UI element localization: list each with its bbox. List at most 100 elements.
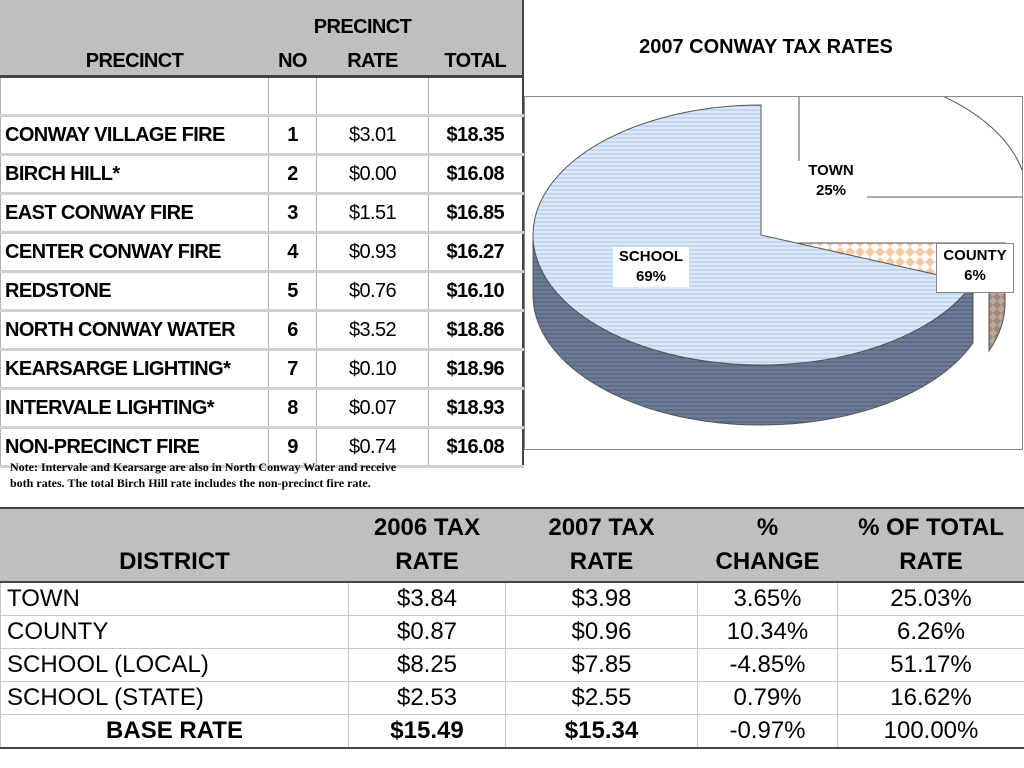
district-table-body: TOWN $3.84 $3.98 3.65% 25.03% COUNTY $0.87 $0.9… — [0, 581, 1024, 749]
header-2007-line1: 2007 TAX — [548, 514, 655, 541]
rate-2006: $3.84 — [348, 581, 506, 616]
base-rate-row: BASE RATE $15.49 $15.34 -0.97% 100.00% — [0, 714, 1024, 749]
footnote-line-2: both rates. The total Birch Hill rate in… — [10, 476, 371, 490]
precinct-total: $18.86 — [428, 310, 523, 350]
header-precinct: PRECINCT — [0, 0, 269, 77]
precinct-number: 3 — [268, 193, 317, 233]
precinct-name: EAST CONWAY FIRE — [0, 193, 269, 233]
precinct-table-header: PRECINCT NO PRECINCT RATE TOTAL — [0, 0, 523, 77]
header-pct-total-line2: RATE — [899, 548, 963, 575]
precinct-number: 7 — [268, 349, 317, 389]
header-change: % CHANGE — [697, 508, 838, 583]
precinct-rate: $0.76 — [316, 271, 429, 311]
precinct-total: $16.27 — [428, 232, 523, 272]
header-2006-line1: 2006 TAX — [373, 514, 481, 541]
precinct-row: REDSTONE 5 $0.76 $16.10 — [0, 271, 523, 311]
precinct-number: 8 — [268, 388, 317, 428]
precinct-rate: $0.74 — [316, 427, 429, 467]
header-pct-total-line1: % OF TOTAL — [858, 514, 1004, 541]
precinct-row: BIRCH HILL* 2 $0.00 $16.08 — [0, 154, 523, 194]
slice-name-town: TOWN — [808, 162, 854, 179]
pie-chart: TOWN 25% SCHOOL 69% COUNTY 6% — [524, 96, 1023, 450]
slice-label-county: COUNTY 6% — [936, 243, 1014, 293]
precinct-row: NORTH CONWAY WATER 6 $3.52 $18.86 — [0, 310, 523, 350]
rate-2007: $2.55 — [505, 681, 698, 715]
precinct-rate: $3.52 — [316, 310, 429, 350]
precinct-table-body: CONWAY VILLAGE FIRE 1 $3.01 $18.35 BIRCH HIL… — [0, 76, 523, 467]
chart-title: 2007 CONWAY TAX RATES — [639, 36, 893, 58]
rate-2007: $15.34 — [505, 714, 698, 749]
header-pct-total: % OF TOTAL RATE — [837, 508, 1024, 583]
percent-of-total: 6.26% — [837, 615, 1024, 649]
precinct-rate-table: PRECINCT NO PRECINCT RATE TOTAL CONWAY V… — [0, 0, 524, 468]
percent-of-total: 25.03% — [837, 581, 1024, 616]
district-row: SCHOOL (STATE) $2.53 $2.55 0.79% 16.62% — [0, 681, 1024, 715]
precinct-total: $18.96 — [428, 349, 523, 389]
precinct-name: REDSTONE — [0, 271, 269, 311]
header-2006-rate: 2006 TAX RATE — [348, 508, 506, 583]
precinct-name: BIRCH HILL* — [0, 154, 269, 194]
district-name: SCHOOL (LOCAL) — [0, 648, 349, 682]
precinct-total: $16.08 — [428, 154, 523, 194]
district-name: BASE RATE — [0, 714, 349, 749]
district-name: SCHOOL (STATE) — [0, 681, 349, 715]
header-rate-top: PRECINCT — [313, 16, 412, 38]
header-district: DISTRICT — [0, 508, 349, 583]
percent-of-total: 51.17% — [837, 648, 1024, 682]
district-name: TOWN — [0, 581, 349, 616]
rate-2007: $0.96 — [505, 615, 698, 649]
precinct-total: $16.10 — [428, 271, 523, 311]
blank-cell — [268, 76, 317, 116]
rate-2006: $0.87 — [348, 615, 506, 649]
slice-school — [532, 104, 974, 366]
precinct-rate: $0.10 — [316, 349, 429, 389]
district-row: COUNTY $0.87 $0.96 10.34% 6.26% — [0, 615, 1024, 649]
precinct-number: 1 — [268, 115, 317, 155]
precinct-number: 6 — [268, 310, 317, 350]
slice-label-school: SCHOOL 69% — [613, 247, 689, 287]
rate-2007: $7.85 — [505, 648, 698, 682]
header-2007-rate: 2007 TAX RATE — [505, 508, 698, 583]
precinct-row: INTERVALE LIGHTING* 8 $0.07 $18.93 — [0, 388, 523, 428]
header-rate: RATE — [347, 50, 398, 72]
percent-of-total: 16.62% — [837, 681, 1024, 715]
slice-name-county: COUNTY — [943, 247, 1007, 264]
percent-change: 0.79% — [697, 681, 838, 715]
header-change-line1: % — [756, 514, 779, 541]
district-name: COUNTY — [0, 615, 349, 649]
percent-of-total: 100.00% — [837, 714, 1024, 749]
footnote: Note: Intervale and Kearsarge are also i… — [10, 459, 490, 491]
precinct-number: 2 — [268, 154, 317, 194]
blank-cell — [0, 76, 269, 116]
header-precinct-rate: PRECINCT RATE — [314, 0, 429, 77]
precinct-number: 5 — [268, 271, 317, 311]
header-2006-line2: RATE — [395, 548, 459, 575]
precinct-rate: $0.93 — [316, 232, 429, 272]
header-no: NO — [268, 0, 317, 77]
header-change-line2: CHANGE — [715, 548, 820, 575]
precinct-rate: $3.01 — [316, 115, 429, 155]
blank-cell — [316, 76, 429, 116]
precinct-total: $16.08 — [428, 427, 523, 467]
district-row: TOWN $3.84 $3.98 3.65% 25.03% — [0, 581, 1024, 616]
precinct-row: NON-PRECINCT FIRE 9 $0.74 $16.08 — [0, 427, 523, 467]
precinct-rate: $1.51 — [316, 193, 429, 233]
slice-value-school: 69% — [635, 268, 667, 285]
rate-2007: $3.98 — [505, 581, 698, 616]
precinct-row: CENTER CONWAY FIRE 4 $0.93 $16.27 — [0, 232, 523, 272]
slice-value-county: 6% — [964, 267, 986, 284]
precinct-total: $18.35 — [428, 115, 523, 155]
rate-2006: $8.25 — [348, 648, 506, 682]
header-total: TOTAL — [428, 0, 523, 77]
precinct-row: KEARSARGE LIGHTING* 7 $0.10 $18.96 — [0, 349, 523, 389]
rate-2006: $2.53 — [348, 681, 506, 715]
footnote-line-1: Note: Intervale and Kearsarge are also i… — [10, 460, 397, 474]
precinct-total: $18.93 — [428, 388, 523, 428]
district-rate-table: DISTRICT 2006 TAX RATE 2007 TAX RATE % C… — [0, 507, 1024, 749]
district-row: SCHOOL (LOCAL) $8.25 $7.85 -4.85% 51.17% — [0, 648, 1024, 682]
slice-name-school: SCHOOL — [618, 248, 684, 265]
precinct-number: 9 — [268, 427, 317, 467]
precinct-row: CONWAY VILLAGE FIRE 1 $3.01 $18.35 — [0, 115, 523, 155]
header-2007-line2: RATE — [569, 548, 634, 575]
rate-2006: $15.49 — [348, 714, 506, 749]
